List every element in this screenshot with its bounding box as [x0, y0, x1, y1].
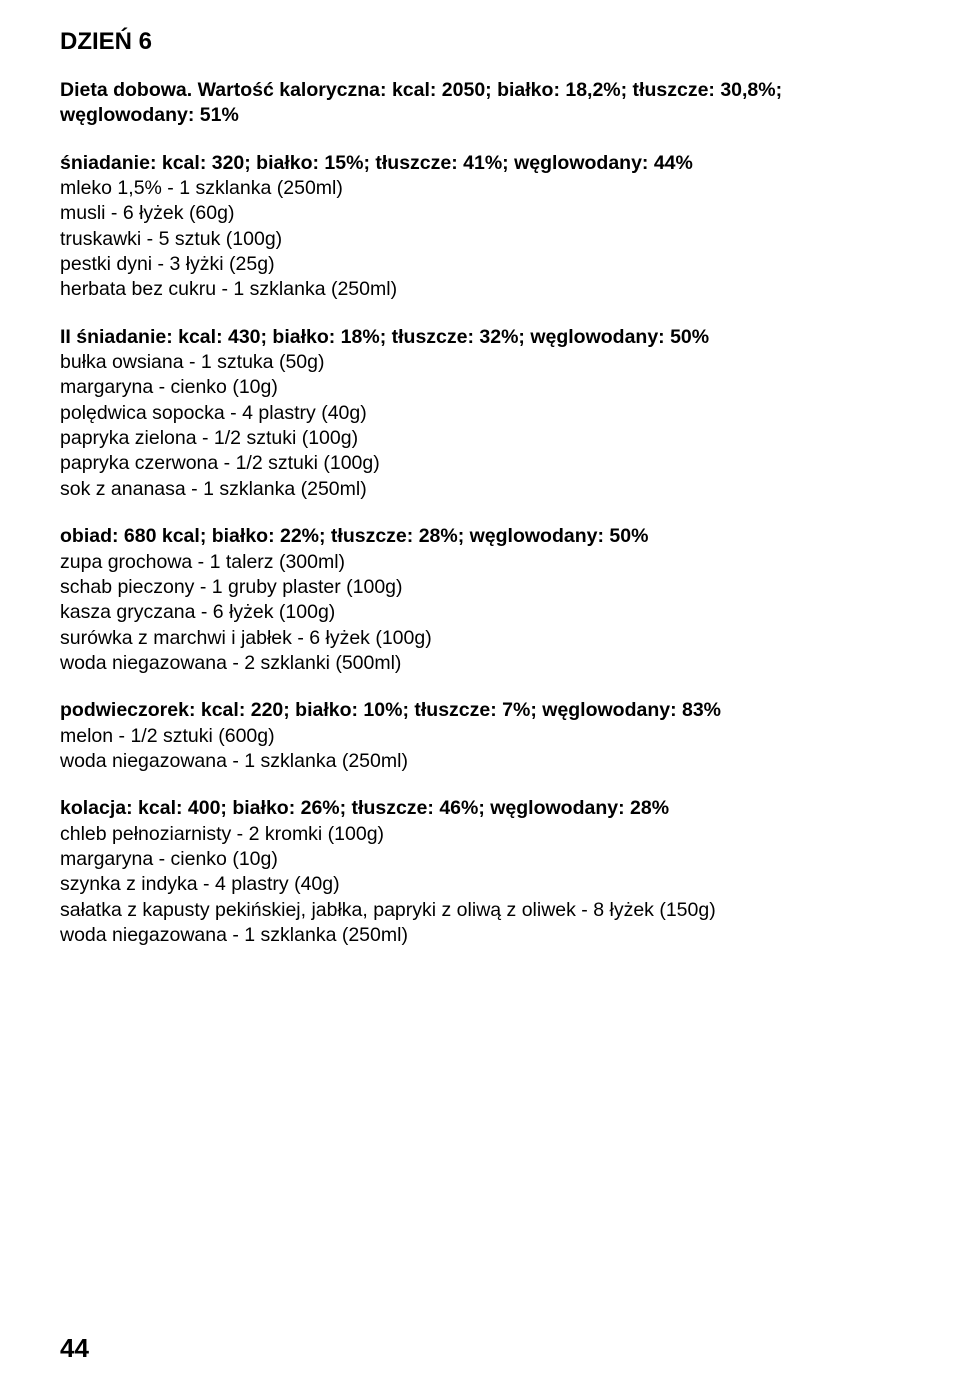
meal-header: obiad: 680 kcal; białko: 22%; tłuszcze: … [60, 524, 900, 549]
meal-item: mleko 1,5% - 1 szklanka (250ml) [60, 176, 900, 201]
meal-item: herbata bez cukru - 1 szklanka (250ml) [60, 277, 900, 302]
meal-item: szynka z indyka - 4 plastry (40g) [60, 872, 900, 897]
meal-item: sałatka z kapusty pekińskiej, jabłka, pa… [60, 898, 900, 923]
meal-item: papryka czerwona - 1/2 sztuki (100g) [60, 451, 900, 476]
page-number: 44 [60, 1333, 89, 1364]
meal-item: margaryna - cienko (10g) [60, 847, 900, 872]
meal-section: śniadanie: kcal: 320; białko: 15%; tłusz… [60, 151, 900, 303]
meal-section: obiad: 680 kcal; białko: 22%; tłuszcze: … [60, 524, 900, 676]
diet-summary: Dieta dobowa. Wartość kaloryczna: kcal: … [60, 78, 900, 129]
meal-item: musli - 6 łyżek (60g) [60, 201, 900, 226]
meal-item: schab pieczony - 1 gruby plaster (100g) [60, 575, 900, 600]
meal-section: kolacja: kcal: 400; białko: 26%; tłuszcz… [60, 796, 900, 948]
meal-section: II śniadanie: kcal: 430; białko: 18%; tł… [60, 325, 900, 502]
meal-item: woda niegazowana - 2 szklanki (500ml) [60, 651, 900, 676]
meal-header: śniadanie: kcal: 320; białko: 15%; tłusz… [60, 151, 900, 176]
meals-container: śniadanie: kcal: 320; białko: 15%; tłusz… [60, 151, 900, 949]
meal-item: truskawki - 5 sztuk (100g) [60, 227, 900, 252]
meal-item: surówka z marchwi i jabłek - 6 łyżek (10… [60, 626, 900, 651]
meal-item: bułka owsiana - 1 sztuka (50g) [60, 350, 900, 375]
meal-item: woda niegazowana - 1 szklanka (250ml) [60, 749, 900, 774]
meal-header: podwieczorek: kcal: 220; białko: 10%; tł… [60, 698, 900, 723]
meal-item: margaryna - cienko (10g) [60, 375, 900, 400]
day-title: DZIEŃ 6 [60, 28, 900, 56]
meal-item: sok z ananasa - 1 szklanka (250ml) [60, 477, 900, 502]
meal-header: kolacja: kcal: 400; białko: 26%; tłuszcz… [60, 796, 900, 821]
meal-item: chleb pełnoziarnisty - 2 kromki (100g) [60, 822, 900, 847]
meal-item: papryka zielona - 1/2 sztuki (100g) [60, 426, 900, 451]
meal-item: polędwica sopocka - 4 plastry (40g) [60, 401, 900, 426]
summary-line: węglowodany: 51% [60, 103, 900, 128]
meal-section: podwieczorek: kcal: 220; białko: 10%; tł… [60, 698, 900, 774]
meal-header: II śniadanie: kcal: 430; białko: 18%; tł… [60, 325, 900, 350]
meal-item: zupa grochowa - 1 talerz (300ml) [60, 550, 900, 575]
meal-item: kasza gryczana - 6 łyżek (100g) [60, 600, 900, 625]
meal-item: woda niegazowana - 1 szklanka (250ml) [60, 923, 900, 948]
summary-line: Dieta dobowa. Wartość kaloryczna: kcal: … [60, 78, 900, 103]
meal-item: pestki dyni - 3 łyżki (25g) [60, 252, 900, 277]
meal-item: melon - 1/2 sztuki (600g) [60, 724, 900, 749]
